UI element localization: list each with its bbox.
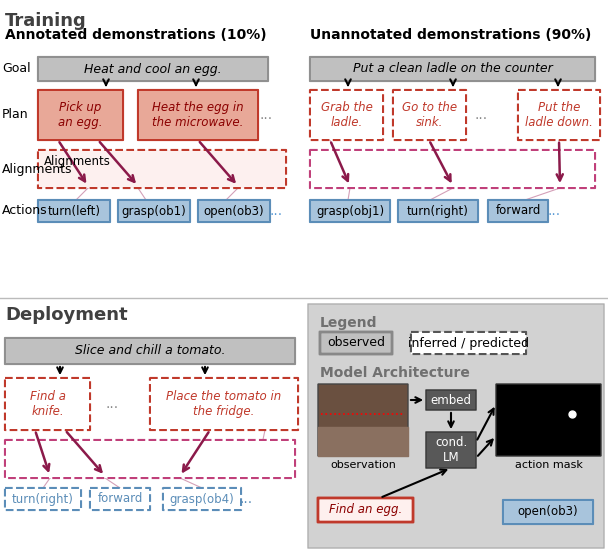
FancyBboxPatch shape bbox=[310, 150, 595, 188]
FancyBboxPatch shape bbox=[488, 200, 548, 222]
FancyBboxPatch shape bbox=[38, 57, 268, 81]
FancyBboxPatch shape bbox=[5, 338, 295, 364]
FancyBboxPatch shape bbox=[503, 500, 593, 524]
FancyBboxPatch shape bbox=[318, 498, 413, 522]
Text: Alignments: Alignments bbox=[2, 162, 72, 176]
Text: embed: embed bbox=[430, 394, 471, 406]
FancyBboxPatch shape bbox=[318, 384, 408, 456]
FancyBboxPatch shape bbox=[310, 200, 390, 222]
Text: grasp(obj1): grasp(obj1) bbox=[316, 204, 384, 217]
FancyBboxPatch shape bbox=[518, 90, 600, 140]
FancyBboxPatch shape bbox=[138, 90, 258, 140]
FancyBboxPatch shape bbox=[5, 378, 90, 430]
Text: ...: ... bbox=[547, 204, 561, 218]
Text: ...: ... bbox=[269, 204, 283, 218]
Text: Go to the
sink.: Go to the sink. bbox=[402, 101, 457, 129]
Text: Legend: Legend bbox=[320, 316, 378, 330]
Text: Actions: Actions bbox=[2, 204, 47, 217]
Text: Annotated demonstrations (10%): Annotated demonstrations (10%) bbox=[5, 28, 267, 42]
Text: ...: ... bbox=[240, 492, 252, 506]
FancyBboxPatch shape bbox=[320, 332, 392, 354]
Text: Find an egg.: Find an egg. bbox=[329, 503, 402, 517]
Text: ...: ... bbox=[474, 108, 488, 122]
Text: grasp(ob1): grasp(ob1) bbox=[122, 204, 187, 217]
Text: ...: ... bbox=[105, 397, 119, 411]
FancyBboxPatch shape bbox=[163, 488, 241, 510]
Text: Unannotated demonstrations (90%): Unannotated demonstrations (90%) bbox=[310, 28, 592, 42]
FancyBboxPatch shape bbox=[310, 57, 595, 81]
Text: action mask: action mask bbox=[514, 460, 582, 470]
Text: forward: forward bbox=[496, 204, 541, 217]
FancyBboxPatch shape bbox=[496, 384, 601, 456]
FancyBboxPatch shape bbox=[38, 150, 286, 188]
FancyBboxPatch shape bbox=[38, 90, 123, 140]
Text: forward: forward bbox=[97, 492, 143, 506]
FancyBboxPatch shape bbox=[90, 488, 150, 510]
FancyBboxPatch shape bbox=[5, 440, 295, 478]
Text: Put a clean ladle on the counter: Put a clean ladle on the counter bbox=[353, 62, 553, 76]
FancyBboxPatch shape bbox=[308, 304, 604, 548]
Text: Place the tomato in
the fridge.: Place the tomato in the fridge. bbox=[167, 390, 282, 418]
Text: Deployment: Deployment bbox=[5, 306, 128, 324]
Text: Heat the egg in
the microwave.: Heat the egg in the microwave. bbox=[152, 101, 244, 129]
Text: observation: observation bbox=[330, 460, 396, 470]
FancyBboxPatch shape bbox=[118, 200, 190, 222]
FancyBboxPatch shape bbox=[411, 332, 526, 354]
Text: Pick up
an egg.: Pick up an egg. bbox=[58, 101, 103, 129]
FancyBboxPatch shape bbox=[198, 200, 270, 222]
FancyBboxPatch shape bbox=[426, 432, 476, 468]
Text: Slice and chill a tomato.: Slice and chill a tomato. bbox=[75, 344, 225, 358]
FancyBboxPatch shape bbox=[310, 90, 383, 140]
Text: turn(right): turn(right) bbox=[407, 204, 469, 217]
FancyBboxPatch shape bbox=[398, 200, 478, 222]
FancyBboxPatch shape bbox=[38, 200, 110, 222]
Text: Alignments: Alignments bbox=[44, 155, 111, 168]
Text: Grab the
ladle.: Grab the ladle. bbox=[320, 101, 373, 129]
Text: Model Architecture: Model Architecture bbox=[320, 366, 470, 380]
FancyBboxPatch shape bbox=[393, 90, 466, 140]
Text: Goal: Goal bbox=[2, 62, 30, 76]
FancyBboxPatch shape bbox=[5, 488, 81, 510]
Text: Heat and cool an egg.: Heat and cool an egg. bbox=[84, 62, 222, 76]
Text: cond.
LM: cond. LM bbox=[435, 436, 467, 464]
Text: Plan: Plan bbox=[2, 109, 29, 121]
Text: open(ob3): open(ob3) bbox=[517, 506, 578, 518]
Text: observed: observed bbox=[327, 337, 385, 349]
Text: open(ob3): open(ob3) bbox=[204, 204, 264, 217]
Text: Put the
ladle down.: Put the ladle down. bbox=[525, 101, 593, 129]
Text: inferred / predicted: inferred / predicted bbox=[408, 337, 529, 349]
Text: turn(left): turn(left) bbox=[47, 204, 100, 217]
FancyBboxPatch shape bbox=[150, 378, 298, 430]
Text: ...: ... bbox=[260, 108, 272, 122]
Text: Training: Training bbox=[5, 12, 87, 30]
Text: turn(right): turn(right) bbox=[12, 492, 74, 506]
Text: Find a
knife.: Find a knife. bbox=[30, 390, 66, 418]
FancyBboxPatch shape bbox=[426, 390, 476, 410]
Text: grasp(ob4): grasp(ob4) bbox=[170, 492, 234, 506]
